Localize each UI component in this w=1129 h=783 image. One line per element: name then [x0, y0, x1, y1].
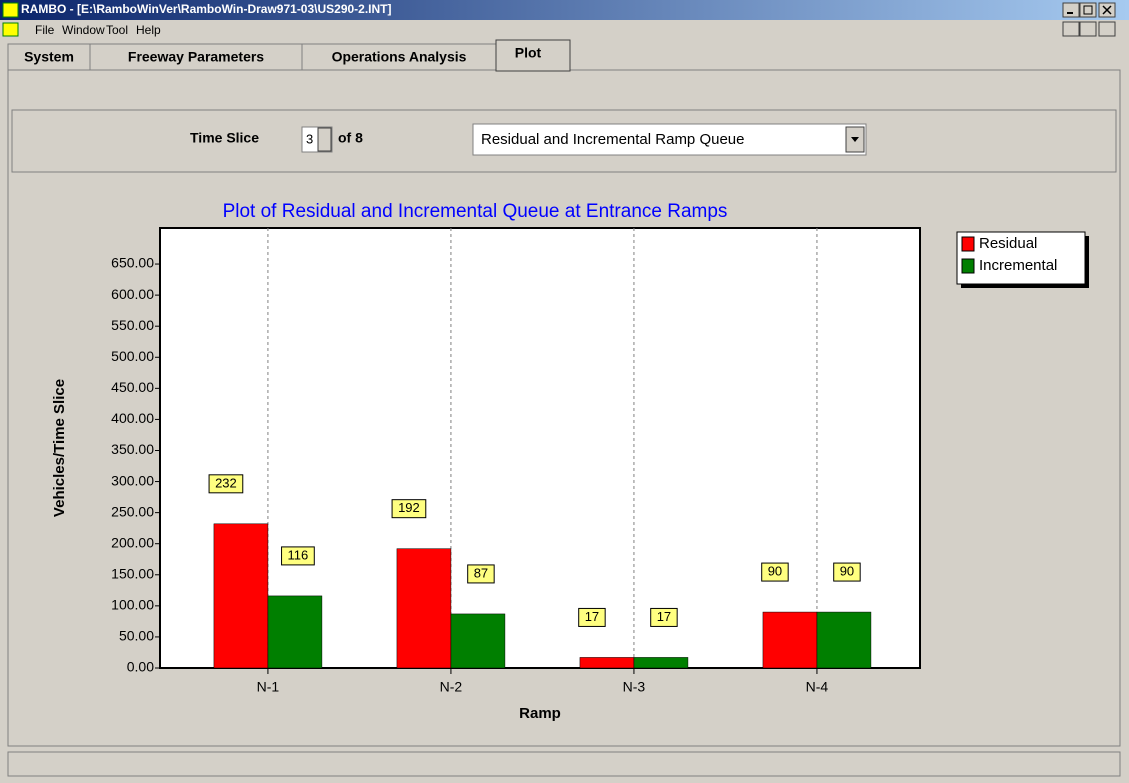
control-panel — [11, 109, 1117, 173]
spin-button[interactable] — [317, 127, 332, 152]
value-label-box — [391, 499, 427, 519]
tab[interactable] — [301, 43, 497, 71]
legend-label: Residual — [979, 235, 1037, 252]
y-tick-label: 650.00 — [111, 255, 154, 271]
app-icon — [2, 2, 19, 18]
plot-area — [159, 227, 921, 669]
value-label: 116 — [288, 547, 309, 562]
value-label-box — [761, 562, 789, 582]
value-label: 90 — [840, 564, 854, 579]
bar — [450, 613, 506, 669]
window-buttons[interactable] — [1062, 2, 1116, 18]
bar — [579, 657, 635, 669]
y-tick-label: 400.00 — [111, 410, 154, 426]
value-label-box — [578, 607, 606, 627]
status-bar — [7, 751, 1121, 777]
y-tick-label: 50.00 — [119, 628, 154, 644]
x-axis-label: Ramp — [519, 705, 561, 722]
tab-label: Operations Analysis — [332, 49, 467, 65]
tab[interactable] — [7, 43, 91, 71]
value-label-box — [281, 546, 315, 566]
menu-item[interactable]: Window — [62, 23, 105, 37]
y-tick-label: 0.00 — [127, 659, 154, 675]
bar — [213, 523, 269, 669]
bar — [396, 548, 452, 669]
time-slice-label: Time Slice — [190, 130, 259, 146]
window-title: RAMBO - [E:\RamboWinVer\RamboWin-Draw971… — [21, 2, 392, 16]
legend-swatch — [961, 236, 975, 252]
y-tick-label: 100.00 — [111, 597, 154, 613]
y-tick-label: 550.00 — [111, 317, 154, 333]
value-label: 90 — [768, 564, 782, 579]
y-tick-label: 600.00 — [111, 286, 154, 302]
y-axis-label: Vehicles/Time Slice — [51, 379, 68, 517]
y-tick-label: 300.00 — [111, 472, 154, 488]
of-label: of 8 — [338, 130, 363, 146]
bar — [267, 595, 323, 669]
y-tick-label: 450.00 — [111, 379, 154, 395]
mdi-buttons[interactable] — [1062, 21, 1116, 37]
y-tick-label: 200.00 — [111, 534, 154, 550]
y-tick-label: 500.00 — [111, 348, 154, 364]
dropdown-text: Residual and Incremental Ramp Queue — [481, 131, 744, 148]
value-label: 17 — [585, 609, 599, 624]
tab-label: Freeway Parameters — [128, 49, 264, 65]
value-label: 192 — [398, 500, 420, 515]
value-label-box — [208, 474, 244, 494]
legend-label: Incremental — [979, 257, 1057, 274]
dropdown-arrow — [851, 137, 859, 142]
value-label: 232 — [215, 475, 237, 490]
y-tick-label: 350.00 — [111, 441, 154, 457]
value-label-box — [467, 564, 495, 584]
x-tick-label: N-2 — [440, 679, 463, 695]
value-label: 87 — [474, 565, 488, 580]
value-label-box — [650, 607, 678, 627]
tab[interactable] — [89, 43, 303, 71]
title-bar — [0, 0, 1129, 20]
x-tick-label: N-1 — [257, 679, 280, 695]
tab-selected[interactable] — [495, 39, 571, 72]
legend-swatch — [961, 258, 975, 274]
value-label: 17 — [657, 609, 671, 624]
y-tick-label: 150.00 — [111, 565, 154, 581]
menu-item[interactable]: Help — [136, 23, 161, 37]
y-tick-label: 250.00 — [111, 503, 154, 519]
menu-item[interactable]: File — [35, 23, 55, 37]
plot-dropdown[interactable] — [472, 123, 867, 156]
legend — [956, 231, 1086, 285]
x-tick-label: N-3 — [623, 679, 646, 695]
bar — [816, 611, 872, 669]
tab-label: Plot — [515, 45, 542, 61]
tab-label: System — [24, 49, 74, 65]
bar — [633, 657, 689, 669]
chart-title: Plot of Residual and Incremental Queue a… — [223, 201, 728, 222]
x-tick-label: N-4 — [806, 679, 829, 695]
bar — [762, 611, 818, 669]
doc-icon — [2, 22, 19, 37]
menu-item[interactable]: Tool — [106, 23, 128, 37]
time-slice-value: 3 — [306, 131, 313, 146]
value-label-box — [833, 562, 861, 582]
